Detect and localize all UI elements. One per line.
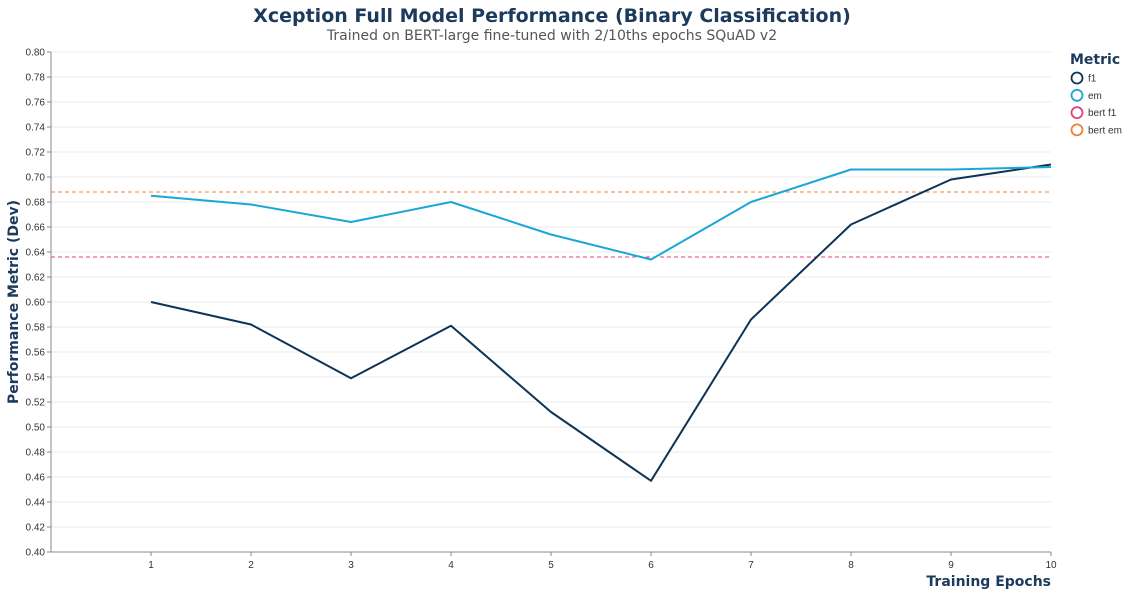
x-tick-label: 1 <box>148 560 154 571</box>
x-tick-label: 8 <box>848 560 854 571</box>
y-tick-label: 0.42 <box>26 523 46 534</box>
legend-swatch <box>1070 88 1084 102</box>
legend-label: bert f1 <box>1088 108 1117 119</box>
chart-subtitle: Trained on BERT-large fine-tuned with 2/… <box>326 28 777 44</box>
y-tick-label: 0.70 <box>26 173 46 184</box>
legend-swatch <box>1070 123 1084 137</box>
series-line-em <box>150 166 1052 261</box>
y-tick-label: 0.78 <box>26 73 46 84</box>
y-tick-label: 0.52 <box>26 398 46 409</box>
y-tick-label: 0.76 <box>26 98 46 109</box>
x-axis-title: Training Epochs <box>926 574 1051 590</box>
legend-label: f1 <box>1088 74 1097 85</box>
legend-swatch <box>1070 106 1084 119</box>
y-tick-label: 0.72 <box>26 148 46 159</box>
legend-swatch <box>1070 71 1084 85</box>
x-tick-label: 9 <box>948 560 954 571</box>
y-tick-label: 0.68 <box>26 198 46 209</box>
axes: 0.40 0.42 0.44 0.46 0.48 0.50 0.52 0.54 0.56 0.58… <box>26 48 1057 572</box>
legend-title: Metric <box>1070 52 1120 68</box>
x-tick-label: 3 <box>348 560 354 571</box>
y-tick-label: 0.62 <box>26 273 46 284</box>
legend: Metric f1 em bert f1 bert em <box>1070 52 1122 136</box>
x-tick-label: 4 <box>448 560 454 571</box>
y-tick-label: 0.48 <box>26 448 46 459</box>
chart-title: Xception Full Model Performance (Binary … <box>253 5 851 27</box>
grid <box>51 51 1051 528</box>
y-tick-label: 0.66 <box>26 223 46 234</box>
y-tick-label: 0.80 <box>26 48 46 59</box>
reference-lines <box>51 191 1051 258</box>
y-tick-label: 0.74 <box>26 123 46 134</box>
y-tick-label: 0.46 <box>26 473 46 484</box>
y-tick-label: 0.44 <box>26 498 46 509</box>
x-tick-label: 6 <box>648 560 654 571</box>
legend-label: bert em <box>1088 125 1122 136</box>
y-tick-label: 0.58 <box>26 323 46 334</box>
series-line-f1 <box>150 163 1052 482</box>
y-tick-label: 0.60 <box>26 298 46 309</box>
y-tick-label: 0.54 <box>26 373 46 384</box>
x-tick-label: 7 <box>748 560 754 571</box>
y-tick-label: 0.50 <box>26 423 46 434</box>
x-tick-label: 2 <box>248 560 254 571</box>
legend-label: em <box>1088 91 1102 102</box>
y-tick-label: 0.56 <box>26 348 46 359</box>
y-axis-title: Performance Metric (Dev) <box>6 200 22 404</box>
series-lines <box>150 163 1052 482</box>
y-tick-label: 0.40 <box>26 548 46 559</box>
y-tick-label: 0.64 <box>26 248 46 259</box>
x-tick-label: 10 <box>1045 560 1057 571</box>
x-tick-label: 5 <box>548 560 554 571</box>
